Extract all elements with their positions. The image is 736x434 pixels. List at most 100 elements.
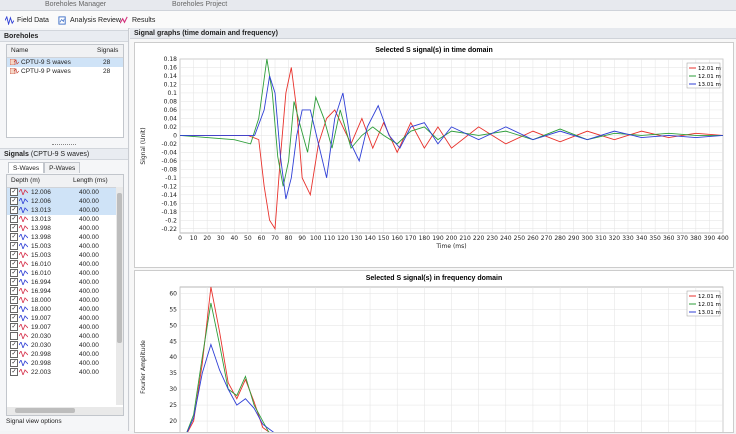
signal-length: 400.00 [79,270,99,277]
x-tick-label: 200 [446,235,458,242]
frequency-domain-chart-svg[interactable]: Selected S signal(s) in frequency domain… [135,271,733,434]
signal-checkbox[interactable]: ✓ [10,341,18,349]
field-data-button[interactable]: Field Data [5,14,49,26]
signal-row[interactable]: ✓ 18.000 400.00 [7,296,123,305]
borehole-row[interactable]: CPTU-9 S waves 28 [7,58,123,67]
y-tick-label: -0.16 [161,200,177,207]
signal-length: 400.00 [79,261,99,268]
x-tick-label: 290 [568,235,580,242]
signal-checkbox[interactable]: ✓ [10,305,18,313]
s-wave-icon [19,189,28,195]
signal-row[interactable]: ✓ 19.007 400.00 [7,314,123,323]
signal-checkbox[interactable]: ✓ [10,251,18,259]
signal-row[interactable]: ✓ 18.000 400.00 [7,305,123,314]
signal-row[interactable]: ✓ 20.998 400.00 [7,350,123,359]
tab-boreholes-manager[interactable]: Boreholes Manager [45,1,107,8]
wave-tabs: S-Waves P-Waves [8,162,81,173]
signal-checkbox[interactable]: ✓ [10,242,18,250]
scrollbar-thumb[interactable] [117,193,122,343]
x-tick-label: 120 [337,235,349,242]
signal-length: 400.00 [79,225,99,232]
signal-row[interactable]: ✓ 13.998 400.00 [7,224,123,233]
signal-checkbox[interactable]: ✓ [10,350,18,358]
signal-checkbox[interactable]: ✓ [10,314,18,322]
results-button[interactable]: Results [120,14,155,26]
signal-depth: 16.010 [31,270,51,277]
signal-checkbox[interactable]: ✓ [10,323,18,331]
signal-row[interactable]: ✓ 16.994 400.00 [7,278,123,287]
signal-row[interactable]: ✓ 16.994 400.00 [7,287,123,296]
borehole-icon [10,68,19,74]
signal-row[interactable]: ✓ 13.013 400.00 [7,215,123,224]
signal-checkbox[interactable]: ✓ [10,206,18,214]
x-tick-label: 20 [203,235,211,242]
signal-depth: 18.000 [31,297,51,304]
signal-length: 400.00 [79,234,99,241]
time-domain-chart-svg[interactable]: Selected S signal(s) in time domain 0 10 20… [135,43,733,267]
tab-s-waves[interactable]: S-Waves [8,162,45,173]
signal-row[interactable]: ✓ 13.998 400.00 [7,233,123,242]
signal-checkbox[interactable]: ✓ [10,278,18,286]
signal-checkbox[interactable]: ✓ [10,287,18,295]
x-tick-label: 130 [351,235,363,242]
tab-boreholes-project[interactable]: Boreholes Project [172,1,228,8]
signal-checkbox[interactable]: ✓ [10,233,18,241]
signal-row[interactable]: ✓ 20.030 400.00 [7,341,123,350]
splitter-handle[interactable] [52,144,76,147]
signal-checkbox[interactable]: ✓ [10,188,18,196]
signal-depth: 15.003 [31,243,51,250]
signal-row[interactable]: ✓ 12.006 400.00 [7,197,123,206]
signal-row[interactable]: ✓ 20.998 400.00 [7,359,123,368]
y-tick-label: -0.14 [161,192,177,199]
x-tick-label: 150 [378,235,390,242]
y-tick-label: 30 [169,386,177,393]
x-tick-label: 390 [704,235,716,242]
signal-row[interactable]: ✓ 15.003 400.00 [7,242,123,251]
s-wave-icon [19,324,28,330]
document-chart-icon [58,15,66,25]
y-tick-label: 0.04 [164,115,178,122]
column-header-signals[interactable]: Signals [97,47,119,54]
signals-grid-header: Depth (m) Length (ms) [7,175,123,188]
signal-length: 400.00 [79,324,99,331]
signal-checkbox[interactable]: ✓ [10,215,18,223]
p-wave-icon [19,306,28,312]
p-wave-icon [19,315,28,321]
x-tick-label: 60 [258,235,266,242]
signals-horizontal-scrollbar[interactable] [7,407,123,415]
signal-checkbox[interactable]: ✓ [10,197,18,205]
signal-checkbox[interactable] [10,332,18,340]
signal-length: 400.00 [79,279,99,286]
signal-view-options-label[interactable]: Signal view options [6,418,62,425]
h-scrollbar-thumb[interactable] [15,408,75,413]
series-line-1 [185,302,271,434]
column-header-depth[interactable]: Depth (m) [11,177,40,184]
x-tick-label: 270 [541,235,553,242]
signal-row[interactable]: 20.030 400.00 [7,332,123,341]
signal-row[interactable]: ✓ 12.006 400.00 [7,188,123,197]
signal-checkbox[interactable]: ✓ [10,359,18,367]
column-header-name[interactable]: Name [11,47,29,54]
p-wave-icon [19,243,28,249]
borehole-row[interactable]: CPTU-9 P waves 28 [7,67,123,76]
signal-row[interactable]: ✓ 15.003 400.00 [7,251,123,260]
tab-p-waves[interactable]: P-Waves [44,162,81,173]
signal-checkbox[interactable]: ✓ [10,368,18,376]
signal-checkbox[interactable]: ✓ [10,224,18,232]
signal-checkbox[interactable]: ✓ [10,296,18,304]
signal-checkbox[interactable]: ✓ [10,260,18,268]
p-wave-icon [19,279,28,285]
chart-legend: 12.01 m 12.01 m 13.01 m [686,62,721,89]
signal-row[interactable]: ✓ 19.007 400.00 [7,323,123,332]
s-wave-icon [19,351,28,357]
analysis-review-button[interactable]: Analysis Review [58,14,121,26]
signals-vertical-scrollbar[interactable] [116,187,123,405]
signal-row[interactable]: ✓ 16.010 400.00 [7,260,123,269]
signal-row[interactable]: ✓ 22.003 400.00 [7,368,123,377]
y-tick-label: 25 [169,402,177,409]
signal-row[interactable]: ✓ 16.010 400.00 [7,269,123,278]
column-header-length[interactable]: Length (ms) [73,177,108,184]
signal-row[interactable]: ✓ 13.013 400.00 [7,206,123,215]
x-tick-label: 230 [486,235,498,242]
signal-checkbox[interactable]: ✓ [10,269,18,277]
